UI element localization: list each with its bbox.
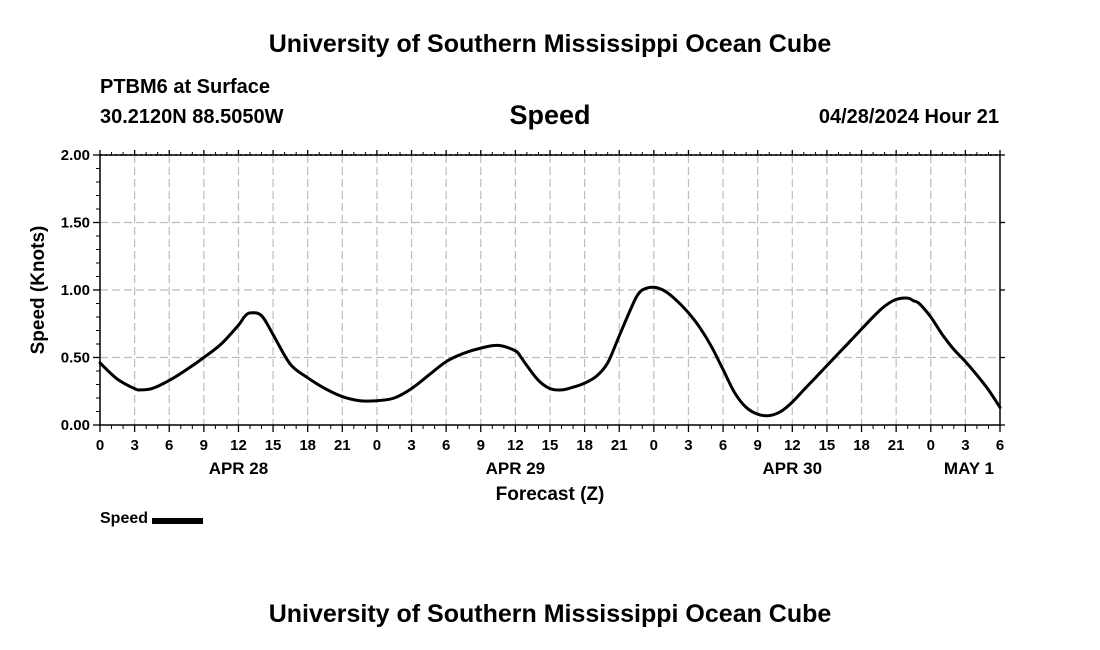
y-tick-label: 1.00	[61, 282, 90, 299]
axis-labels: 0 3 6 9 12 15 18 21 0 3 6 9 12 15 18 21 0 3 6 9 12 15 18 21 0 3 6 0…	[61, 147, 1004, 478]
x-tick-label: 21	[611, 437, 628, 454]
y-tick-label: 0.50	[61, 350, 90, 367]
coordinates-label: 30.2120N 88.5050W	[100, 106, 284, 128]
x-tick-label: 18	[299, 437, 316, 454]
x-tick-label: 3	[961, 437, 969, 454]
station-label: PTBM6 at Surface	[100, 76, 271, 98]
x-tick-label: 12	[784, 437, 801, 454]
x-tick-label: 3	[130, 437, 138, 454]
x-tick-label: 6	[165, 437, 173, 454]
legend-label: Speed	[100, 510, 149, 527]
y-tick-label: 2.00	[61, 147, 90, 164]
grid	[100, 154, 1000, 425]
legend: Speed	[100, 510, 204, 528]
x-tick-label: 9	[477, 437, 485, 454]
date-label: MAY 1	[944, 459, 994, 478]
legend-line-swatch	[152, 517, 204, 524]
y-tick-label: 0.00	[61, 417, 90, 434]
x-tick-label: 15	[265, 437, 282, 454]
x-tick-label: 0	[373, 437, 381, 454]
x-tick-label: 15	[819, 437, 836, 454]
date-label: APR 28	[209, 459, 269, 478]
x-tick-label: 0	[650, 437, 658, 454]
x-tick-label: 0	[96, 437, 104, 454]
chart-title: Speed	[509, 100, 591, 130]
axis-ticks	[93, 150, 1005, 432]
y-tick-label: 1.50	[61, 215, 90, 232]
x-tick-label: 6	[442, 437, 450, 454]
x-tick-label: 6	[996, 437, 1004, 454]
date-label: APR 29	[486, 459, 546, 478]
x-axis-title: Forecast (Z)	[496, 484, 605, 505]
y-axis-title: Speed (Knots)	[28, 226, 49, 355]
x-tick-label: 12	[230, 437, 247, 454]
date-label: APR 30	[763, 459, 823, 478]
x-tick-label: 9	[200, 437, 208, 454]
footer-title: University of Southern Mississippi Ocean…	[268, 600, 832, 628]
x-tick-label: 21	[888, 437, 905, 454]
x-tick-label: 3	[407, 437, 415, 454]
speed-series-line	[98, 285, 1002, 418]
x-tick-label: 0	[927, 437, 935, 454]
x-tick-label: 6	[719, 437, 727, 454]
x-tick-label: 21	[334, 437, 351, 454]
x-tick-label: 12	[507, 437, 524, 454]
x-tick-label: 3	[684, 437, 692, 454]
x-tick-label: 18	[576, 437, 593, 454]
x-tick-label: 18	[853, 437, 870, 454]
x-tick-label: 9	[754, 437, 762, 454]
datetime-label: 04/28/2024 Hour 21	[818, 106, 999, 128]
x-tick-label: 15	[542, 437, 559, 454]
page-title: University of Southern Mississippi Ocean…	[268, 30, 832, 58]
